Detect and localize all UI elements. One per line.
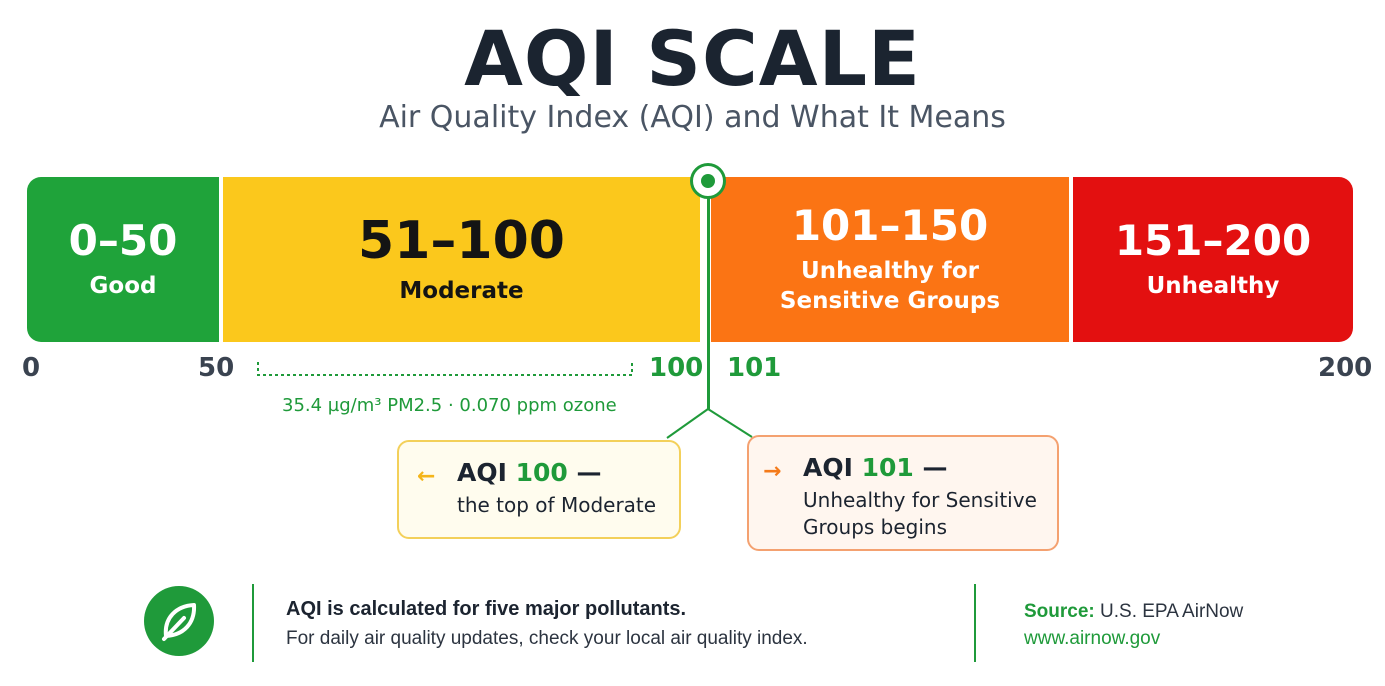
threshold-marker-line bbox=[707, 190, 710, 410]
source-name: U.S. EPA AirNow bbox=[1094, 601, 1244, 622]
tick-50: 50 bbox=[198, 353, 235, 383]
footer-body: For daily air quality updates, check you… bbox=[286, 628, 808, 649]
arrow-right-icon: → bbox=[763, 459, 782, 484]
segment-category: Moderate bbox=[399, 278, 524, 305]
callout-aqi-100: ← AQI 100 — the top of Moderate bbox=[397, 440, 681, 539]
source-label: Source: bbox=[1024, 601, 1095, 622]
callout-suffix: — bbox=[567, 458, 602, 487]
callout-heading: AQI 101 — bbox=[803, 453, 948, 482]
segment-unhealthy: 151–200 Unhealthy bbox=[1069, 177, 1353, 342]
callout-prefix: AQI bbox=[457, 458, 516, 487]
segment-unhealthy-sensitive: 101–150 Unhealthy for Sensitive Groups bbox=[700, 177, 1069, 342]
callout-body-line: Unhealthy for Sensitive bbox=[803, 488, 1037, 512]
tick-0: 0 bbox=[22, 353, 41, 383]
callout-number: 101 bbox=[861, 453, 914, 482]
segment-moderate: 51–100 Moderate bbox=[219, 177, 700, 342]
segment-good: 0–50 Good bbox=[27, 177, 219, 342]
threshold-marker bbox=[690, 163, 726, 199]
callout-aqi-101: → AQI 101 — Unhealthy for Sensitive Grou… bbox=[747, 435, 1059, 551]
concentration-note: 35.4 µg/m³ PM2.5 · 0.070 ppm ozone bbox=[282, 395, 617, 416]
segment-range: 151–200 bbox=[1114, 216, 1312, 266]
footer-title: AQI is calculated for five major polluta… bbox=[286, 598, 687, 620]
source-line: Source: U.S. EPA AirNow bbox=[1024, 601, 1243, 623]
leaf-icon bbox=[144, 586, 214, 656]
tick-101: 101 bbox=[727, 353, 782, 383]
segment-category: Unhealthy bbox=[1146, 272, 1280, 299]
connector-right bbox=[707, 408, 753, 438]
segment-category-line: Sensitive Groups bbox=[779, 287, 1001, 314]
segment-category: Good bbox=[89, 272, 157, 299]
tick-100: 100 bbox=[649, 353, 704, 383]
footer-divider bbox=[252, 584, 254, 662]
callout-suffix: — bbox=[913, 453, 948, 482]
leaf-icon-graphic bbox=[162, 603, 197, 641]
callout-prefix: AQI bbox=[803, 453, 862, 482]
arrow-left-icon: ← bbox=[417, 464, 436, 489]
page-title: AQI SCALE bbox=[464, 14, 921, 103]
tick-200: 200 bbox=[1318, 353, 1373, 383]
moderate-range-bracket bbox=[257, 362, 633, 376]
segment-range: 0–50 bbox=[68, 216, 178, 266]
segment-category: Unhealthy for Sensitive Groups bbox=[780, 257, 1000, 317]
callout-heading: AQI 100 — bbox=[457, 458, 602, 487]
callout-number: 100 bbox=[515, 458, 568, 487]
threshold-marker-dot bbox=[701, 174, 715, 188]
segment-range: 51–100 bbox=[358, 210, 565, 271]
footer-divider bbox=[974, 584, 976, 662]
page-subtitle: Air Quality Index (AQI) and What It Mean… bbox=[379, 100, 1006, 135]
segment-category-line: Unhealthy for bbox=[801, 257, 979, 284]
connector-left bbox=[666, 408, 709, 439]
callout-body: Unhealthy for Sensitive Groups begins bbox=[803, 487, 1037, 541]
callout-body: the top of Moderate bbox=[457, 493, 657, 517]
callout-body-line: Groups begins bbox=[803, 515, 948, 539]
source-link[interactable]: www.airnow.gov bbox=[1024, 628, 1161, 649]
segment-range: 101–150 bbox=[791, 201, 989, 251]
aqi-scale-bar: 0–50 Good 51–100 Moderate 101–150 Unheal… bbox=[27, 177, 1353, 342]
